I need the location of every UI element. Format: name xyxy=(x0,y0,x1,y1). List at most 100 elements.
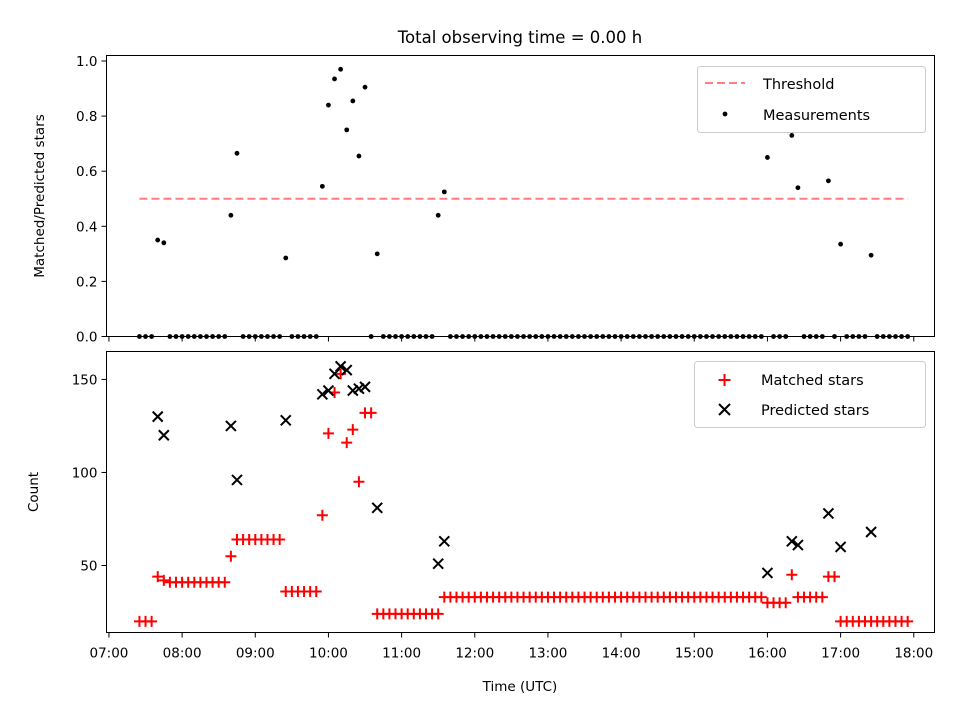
measurement-point xyxy=(789,132,795,138)
matched-star-point xyxy=(755,591,767,603)
predicted-star-point xyxy=(786,535,798,548)
matched-star-point xyxy=(829,571,841,583)
matched-star-point xyxy=(365,407,377,419)
x-tick-label: 16:00 xyxy=(748,646,787,662)
measurement-point xyxy=(356,153,362,159)
bottom-panel: 50 100 150 07:00 08:00 09:00 10:00 11:00 12:00 1… xyxy=(26,351,935,695)
top-y-tick-label: 0.2 xyxy=(76,274,97,290)
matched-star-point xyxy=(316,509,328,521)
measurement-point xyxy=(350,98,356,104)
top-y-tick-label: 0.4 xyxy=(76,219,97,235)
predicted-star-point xyxy=(438,535,450,548)
predicted-star-point xyxy=(341,364,353,376)
legend-matched-swatch xyxy=(718,374,731,386)
measurement-point xyxy=(838,241,844,247)
matched-star-point xyxy=(341,437,353,449)
bottom-legend: Matched stars Predicted stars xyxy=(694,361,926,428)
top-y-tick-label: 1.0 xyxy=(76,54,97,70)
matched-star-point xyxy=(322,427,334,439)
x-tick-label: 12:00 xyxy=(455,646,494,662)
bottom-legend-box xyxy=(694,361,926,428)
x-tick-label: 11:00 xyxy=(382,646,421,662)
bottom-y-tick-label: 100 xyxy=(72,465,98,481)
measurement-point xyxy=(155,237,161,243)
measurement-point xyxy=(362,84,368,90)
x-tick-label: 17:00 xyxy=(821,646,860,662)
matched-star-point xyxy=(432,608,444,620)
legend-predicted-swatch xyxy=(718,403,731,416)
matched-star-point xyxy=(347,424,359,436)
predicted-star-point xyxy=(316,388,329,401)
predicted-star-point xyxy=(152,410,164,423)
measurement-point xyxy=(283,255,289,261)
top-x-ticks xyxy=(108,336,915,342)
matched-star-point xyxy=(353,476,365,488)
top-legend: Threshold Measurements xyxy=(697,66,926,133)
predicted-star-point xyxy=(834,541,847,553)
matched-star-point xyxy=(152,571,164,583)
measurement-point xyxy=(326,102,331,108)
top-y-tick-label: 0.8 xyxy=(76,109,97,125)
bottom-y-ticks: 50 100 150 xyxy=(72,372,107,575)
predicted-star-point xyxy=(280,414,292,427)
predicted-star-point xyxy=(225,420,237,432)
measurement-point xyxy=(338,66,344,72)
legend-threshold-label: Threshold xyxy=(762,77,834,93)
legend-measurements-swatch xyxy=(722,111,728,117)
x-tick-label: 14:00 xyxy=(602,646,641,662)
predicted-star-point xyxy=(865,526,877,538)
bottom-y-tick-label: 50 xyxy=(80,559,97,575)
predicted-star-point xyxy=(231,474,243,486)
matched-star-point xyxy=(780,597,792,609)
x-tick-label: 09:00 xyxy=(236,646,275,662)
matched-star-point xyxy=(274,533,286,545)
x-axis-label: Time (UTC) xyxy=(482,679,558,695)
matched-star-point xyxy=(902,615,914,627)
measurement-point xyxy=(374,251,380,257)
top-y-axis-label: Matched/Predicted stars xyxy=(32,114,48,277)
legend-measurements-label: Measurements xyxy=(763,108,870,124)
matched-star-point xyxy=(219,576,231,588)
predicted-star-point xyxy=(334,360,347,373)
matched-star-point xyxy=(225,550,237,562)
measurement-point xyxy=(332,76,337,82)
bottom-plot-area xyxy=(133,360,914,627)
legend-predicted-label: Predicted stars xyxy=(761,403,869,419)
x-tick-label: 08:00 xyxy=(163,646,202,662)
predicted-star-point xyxy=(792,539,804,551)
measurement-point xyxy=(765,155,770,160)
top-panel: 0.0 0.2 0.4 0.6 0.8 1.0 Matched/Predicted sta… xyxy=(32,54,935,346)
top-y-tick-label: 0.0 xyxy=(76,330,97,346)
figure-title: Total observing time = 0.00 h xyxy=(397,28,642,47)
measurement-point xyxy=(441,189,447,195)
matched-star-point xyxy=(146,615,158,627)
predicted-star-point xyxy=(158,429,170,441)
measurement-point xyxy=(319,183,325,189)
x-tick-label: 10:00 xyxy=(309,646,348,662)
measurement-point xyxy=(435,212,441,218)
x-tick-label: 15:00 xyxy=(675,646,714,662)
predicted-star-point xyxy=(322,384,335,397)
bottom-y-axis-label: Count xyxy=(26,472,42,512)
predicted-star-point xyxy=(371,502,383,514)
matched-star-point xyxy=(158,574,170,586)
measurement-point xyxy=(826,178,831,184)
measurement-point xyxy=(228,212,234,218)
top-axes-frame xyxy=(106,55,935,337)
predicted-star-point xyxy=(432,557,444,570)
legend-matched-label: Matched stars xyxy=(761,373,864,389)
matched-star-point xyxy=(816,591,828,603)
x-tick-label: 18:00 xyxy=(894,646,933,662)
x-tick-label: 07:00 xyxy=(89,646,128,662)
top-plot-area xyxy=(137,66,911,339)
measurement-point xyxy=(868,252,874,258)
predicted-star-point xyxy=(359,381,371,393)
measurement-point xyxy=(234,150,240,156)
bottom-axes-frame xyxy=(106,351,935,633)
top-legend-box xyxy=(697,66,926,133)
predicted-star-point xyxy=(761,567,774,579)
bottom-y-tick-label: 150 xyxy=(72,372,98,388)
measurement-point xyxy=(344,127,350,133)
x-tick-label: 13:00 xyxy=(528,646,567,662)
